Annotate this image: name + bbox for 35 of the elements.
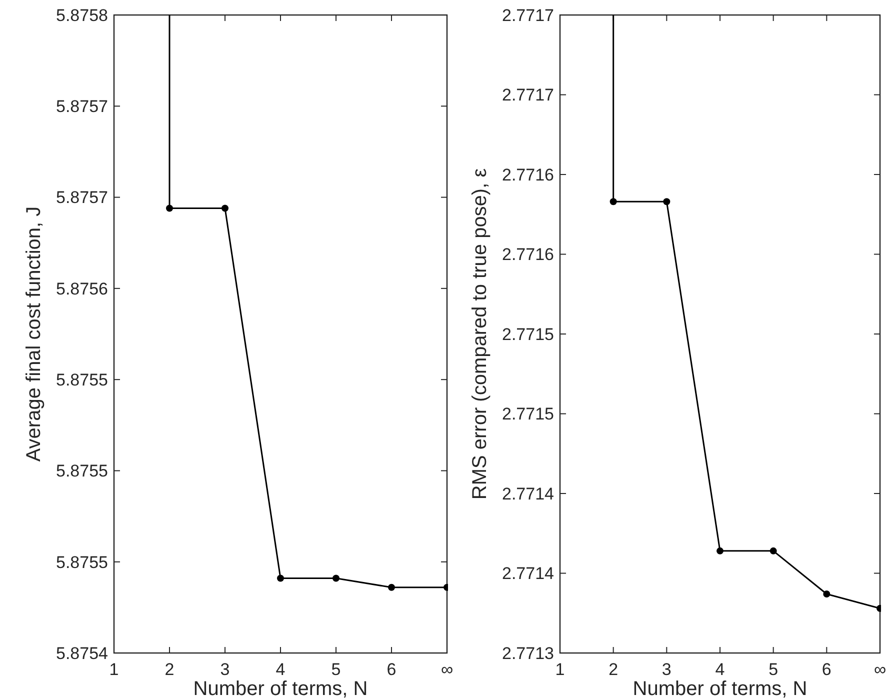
y-tick-label: 5.8758	[56, 6, 108, 25]
x-tick-label: 1	[109, 660, 119, 679]
x-tick-label: 5	[768, 660, 778, 679]
y-tick-label: 5.8755	[56, 552, 108, 572]
x-tick-label: 4	[276, 660, 286, 679]
x-axis-title: Number of terms, N	[632, 678, 808, 699]
y-tick-label: 5.8755	[56, 370, 108, 390]
y-tick-label: 2.7715	[502, 404, 554, 424]
y-tick-label: 5.8755	[56, 462, 108, 481]
x-tick-label: 3	[220, 660, 230, 679]
x-tick-label: 4	[715, 660, 725, 679]
x-tick-label: 2	[164, 660, 174, 679]
y-tick-label: 2.7717	[502, 6, 554, 25]
y-tick-label: 5.8754	[56, 644, 108, 663]
y-tick-label: 5.8756	[56, 279, 108, 298]
x-axis-title: Number of terms, N	[193, 678, 368, 699]
y-axis-title: RMS error (compared to true pose), ε	[469, 168, 491, 500]
y-tick-label: 2.7716	[502, 245, 554, 264]
y-tick-label: 2.7714	[502, 484, 554, 504]
y-tick-label: 2.7717	[502, 86, 554, 105]
y-tick-label: 2.7715	[502, 324, 554, 344]
y-tick-label: 2.7713	[502, 644, 554, 663]
y-tick-label: 5.8757	[56, 97, 108, 116]
x-tick-label: 2	[608, 660, 618, 679]
x-tick-label: 6	[386, 660, 396, 679]
x-tick-label: 6	[822, 660, 832, 679]
y-axis-title: Average final cost function, J	[23, 206, 45, 462]
y-tick-label: 2.7716	[502, 165, 554, 184]
x-tick-label: ∞	[440, 660, 454, 679]
x-tick-label: 1	[555, 660, 565, 679]
y-tick-label: 2.7714	[502, 564, 554, 584]
x-tick-label: 3	[662, 660, 672, 679]
y-tick-label: 5.8757	[56, 188, 108, 208]
x-tick-label: ∞	[874, 660, 886, 679]
x-tick-label: 5	[331, 660, 341, 679]
